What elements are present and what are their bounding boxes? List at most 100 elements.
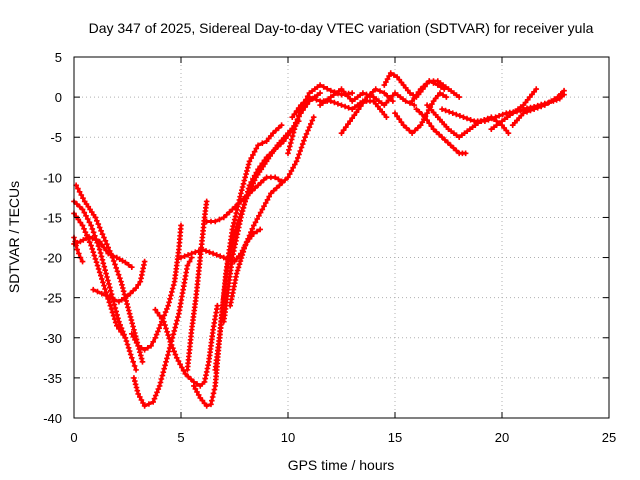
data-point	[116, 298, 122, 305]
data-point	[400, 122, 407, 128]
y-tick-label: -5	[50, 130, 62, 145]
data-point	[156, 383, 163, 389]
data-point	[413, 106, 420, 112]
x-tick-label: 10	[281, 430, 295, 445]
data-point	[77, 238, 84, 245]
data-point	[150, 399, 156, 405]
data-point	[173, 355, 180, 361]
data-point	[191, 383, 197, 389]
data-point	[289, 114, 296, 120]
data-point	[338, 102, 345, 108]
interpolated-markers	[416, 109, 466, 157]
interpolated-markers	[154, 306, 220, 387]
data-point	[390, 98, 396, 104]
data-point	[255, 142, 261, 149]
data-point	[430, 126, 437, 132]
data-point	[126, 310, 133, 317]
data-point	[79, 222, 86, 229]
data-point	[550, 98, 557, 104]
interpolated-markers	[524, 97, 560, 112]
data-point	[128, 330, 135, 337]
series-track-9	[152, 302, 221, 389]
data-point	[122, 259, 129, 266]
data-point	[229, 206, 236, 213]
x-tick-label: 5	[177, 430, 184, 445]
data-point	[542, 100, 548, 107]
data-point	[133, 367, 139, 373]
data-point	[122, 334, 129, 341]
data-point	[109, 254, 116, 261]
series-track-20	[338, 86, 396, 137]
data-point	[246, 182, 253, 189]
data-point	[141, 347, 148, 353]
data-point	[88, 222, 94, 229]
interpolated-markers	[185, 201, 210, 370]
data-point	[387, 70, 394, 76]
data-point	[347, 118, 353, 124]
series-track-7	[128, 222, 184, 353]
data-point	[492, 114, 499, 120]
data-point	[520, 106, 527, 112]
interpolated-markers	[208, 174, 282, 225]
data-point	[221, 214, 227, 221]
y-axis-title: SDTVAR / TECUs	[6, 181, 22, 293]
data-point	[152, 306, 159, 313]
data-point	[167, 338, 174, 345]
data-point	[424, 110, 430, 116]
data-point	[107, 294, 114, 301]
x-tick-label: 25	[602, 430, 616, 445]
interpolated-markers	[72, 238, 82, 257]
data-point	[417, 122, 424, 128]
data-point	[556, 95, 563, 102]
data-point	[139, 359, 146, 365]
data-point	[293, 158, 300, 165]
data-point	[280, 138, 287, 145]
data-point	[99, 290, 105, 297]
data-point	[101, 234, 107, 241]
data-point	[96, 246, 103, 253]
data-point	[90, 286, 97, 293]
data-point	[79, 258, 86, 265]
chart-title: Day 347 of 2025, Sidereal Day-to-day VTE…	[89, 20, 594, 36]
data-point	[238, 198, 244, 205]
interpolated-markers	[181, 228, 260, 263]
data-point	[250, 222, 257, 229]
data-point	[447, 142, 454, 149]
y-tick-label: -40	[43, 411, 62, 426]
y-tick-label: -15	[43, 210, 62, 225]
data-point	[107, 302, 114, 309]
data-point	[208, 401, 214, 408]
data-point	[246, 190, 253, 197]
series-track-29	[520, 91, 567, 112]
data-point	[163, 359, 169, 365]
series-track-11	[184, 198, 210, 373]
data-series	[71, 70, 567, 409]
data-point	[255, 182, 261, 189]
data-point	[439, 106, 445, 112]
data-point	[128, 264, 135, 270]
x-tick-label: 15	[388, 430, 402, 445]
data-point	[417, 86, 424, 92]
data-point	[409, 98, 415, 104]
data-point	[291, 126, 298, 132]
data-point	[124, 293, 131, 299]
data-point	[272, 146, 278, 153]
data-point	[188, 250, 195, 257]
data-point	[152, 334, 159, 341]
data-point	[128, 355, 135, 361]
data-point	[165, 302, 171, 309]
x-tick-label: 0	[70, 430, 77, 445]
interpolated-markers	[491, 89, 537, 130]
data-point	[161, 318, 167, 325]
data-point	[94, 262, 101, 269]
data-point	[178, 254, 184, 261]
data-point	[133, 285, 139, 291]
data-point	[443, 94, 450, 100]
series-track-2	[71, 234, 86, 265]
data-point	[221, 254, 227, 261]
x-tick-label: 20	[495, 430, 509, 445]
data-point	[255, 166, 261, 173]
series-track-6	[90, 258, 148, 305]
data-point	[135, 391, 141, 397]
data-point	[246, 158, 253, 165]
